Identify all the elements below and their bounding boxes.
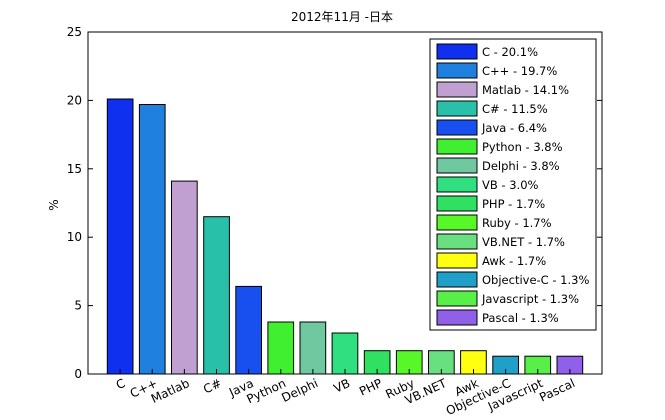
legend-swatch [436, 119, 478, 136]
y-tick-label: 5 [74, 299, 82, 313]
legend-label: Awk - 1.7% [482, 254, 546, 268]
legend-label: Matlab - 14.1% [482, 83, 569, 97]
bar-java-4 [235, 285, 263, 375]
y-tick-label: 25 [67, 25, 82, 39]
bar-vb-7 [331, 332, 359, 375]
legend-label: Objective-C - 1.3% [482, 273, 589, 287]
x-tick-label: Pascal [537, 376, 577, 405]
legend-label: Javascript - 1.3% [481, 292, 579, 306]
bar-delphi-6 [299, 321, 327, 375]
x-tick-label: C [114, 376, 128, 392]
legend: C - 20.1% C++ - 19.7% Matlab - 14.1% C# - 1… [429, 38, 597, 331]
x-tick-label: Delphi [279, 376, 320, 405]
legend-swatch [436, 43, 478, 60]
legend-swatch [436, 214, 478, 231]
bar-python-5 [267, 321, 295, 375]
y-tick-label: 0 [74, 367, 82, 381]
y-tick-label: 10 [67, 230, 82, 244]
legend-swatch [436, 233, 478, 250]
legend-label: C++ - 19.7% [482, 64, 557, 78]
y-tick-label: 20 [67, 93, 82, 107]
y-tick-label: 15 [67, 162, 82, 176]
x-tick-label: PHP [357, 376, 384, 399]
legend-label: VB - 3.0% [482, 178, 539, 192]
x-tick-label: VB [331, 376, 352, 396]
bar-matlab-2 [171, 180, 198, 375]
legend-swatch [436, 81, 478, 98]
legend-swatch [436, 100, 478, 117]
legend-label: C# - 11.5% [482, 102, 548, 116]
bars-layer [106, 98, 584, 375]
legend-label: C - 20.1% [482, 45, 538, 59]
legend-swatch [436, 271, 478, 288]
legend-label: Java - 6.4% [481, 121, 547, 135]
bar-c-3 [203, 216, 230, 375]
legend-label: Delphi - 3.8% [482, 159, 560, 173]
legend-swatch [436, 138, 478, 155]
legend-label: Pascal - 1.3% [482, 311, 559, 325]
bar-c-1 [138, 104, 166, 375]
legend-label: Ruby - 1.7% [482, 216, 552, 230]
legend-swatch [436, 157, 478, 174]
legend-label: PHP - 1.7% [482, 197, 545, 211]
bar-c-0 [106, 98, 134, 375]
y-axis-label: % [47, 199, 61, 210]
legend-swatch [436, 290, 478, 307]
legend-swatch [436, 176, 478, 193]
legend-swatch [436, 309, 478, 326]
legend-swatch [436, 62, 478, 79]
chart-title: 2012年11月 -日本 [291, 10, 393, 24]
legend-label: Python - 3.8% [482, 140, 563, 154]
x-tick-label: C# [201, 376, 224, 396]
y-ticks: 0 5 10 15 20 25 [67, 25, 602, 381]
legend-swatch [436, 252, 478, 269]
legend-swatch [436, 195, 478, 212]
legend-label: VB.NET - 1.7% [482, 235, 565, 249]
